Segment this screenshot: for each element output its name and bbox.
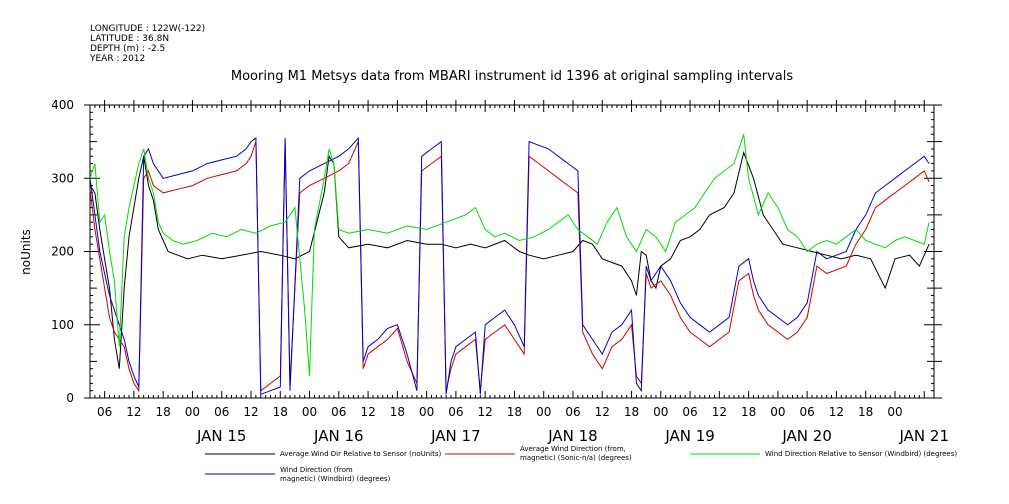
y-tick-label: 400 — [51, 98, 74, 112]
legend-label-avg-wind-direction-sonic-line1: Average Wind Direction (from, — [520, 445, 626, 453]
x-tick-label: 18 — [156, 405, 171, 419]
series-group — [89, 134, 930, 396]
x-tick-label: 12 — [243, 405, 258, 419]
y-tick-label: 100 — [51, 318, 74, 332]
x-tick-label: 06 — [331, 405, 346, 419]
x-tick-label: 06 — [214, 405, 229, 419]
x-day-label: JAN 16 — [313, 427, 364, 445]
x-tick-label: 12 — [126, 405, 141, 419]
series-line-avg-wind-direction-sonic — [89, 141, 930, 393]
x-tick-label: 00 — [653, 405, 668, 419]
x-tick-label: 12 — [712, 405, 727, 419]
legend-label-wind-direction-windbird-line1: Wind Direction (from — [280, 466, 353, 474]
legend-label-wind-direction-windbird-line2: magnetic) (Windbird) (degrees) — [280, 475, 391, 483]
x-axis: 06 12 18 00 06 12 18 00 06 12 18 00 06 12 18 00 06 12 18 00… — [94, 100, 949, 445]
legend-label-wind-direction-relative-windbird: Wind Direction Relative to Sensor (Windb… — [765, 450, 957, 458]
x-day-label: JAN 19 — [664, 427, 715, 445]
legend-label-wind-direction-windbird: Wind Direction (from magnetic) (Windbird… — [280, 466, 391, 483]
legend: Average Wind Dir Relative to Sensor (noU… — [205, 445, 957, 483]
x-day-label: JAN 15 — [196, 427, 247, 445]
x-tick-label: 06 — [682, 405, 697, 419]
series-line-wind-direction-windbird — [89, 136, 930, 396]
x-tick-label: 12 — [478, 405, 493, 419]
y-tick-label: 200 — [51, 245, 74, 259]
x-tick-label: 00 — [185, 405, 200, 419]
x-tick-label: 06 — [800, 405, 815, 419]
x-tick-label: 00 — [770, 405, 785, 419]
x-day-label: JAN 17 — [430, 427, 481, 445]
longitude-text: LONGITUDE : 122W(-122) — [90, 24, 205, 34]
x-tick-label: 06 — [97, 405, 112, 419]
legend-label-avg-wind-direction-sonic: Average Wind Direction (from, magnetic) … — [520, 445, 632, 462]
legend-label-avg-wind-direction-sonic-line2: magnetic) (Sonic-n/a) (degrees) — [520, 454, 632, 462]
y-tick-label: 300 — [51, 171, 74, 185]
x-day-label: JAN 21 — [898, 427, 949, 445]
x-tick-label: 00 — [887, 405, 902, 419]
x-tick-label: 12 — [360, 405, 375, 419]
chart-title: Mooring M1 Metsys data from MBARI instru… — [231, 69, 793, 84]
x-tick-label: 12 — [829, 405, 844, 419]
year-text: YEAR : 2012 — [89, 54, 145, 64]
latitude-text: LATITUDE : 36.8N — [90, 34, 169, 44]
y-axis: 0 100 200 300 400 — [51, 98, 942, 405]
x-tick-label: 18 — [273, 405, 288, 419]
legend-label-avg-wind-dir-relative: Average Wind Dir Relative to Sensor (noU… — [280, 450, 441, 458]
y-axis-label: noUnits — [19, 229, 33, 275]
x-tick-label: 06 — [448, 405, 463, 419]
y-tick-label: 0 — [66, 391, 74, 405]
x-day-label: JAN 20 — [781, 427, 832, 445]
depth-text: DEPTH (m) : -2.5 — [90, 44, 165, 54]
x-tick-label: 12 — [595, 405, 610, 419]
x-day-label: JAN 18 — [547, 427, 598, 445]
x-tick-label: 18 — [741, 405, 756, 419]
series-line-avg-wind-dir-relative — [89, 150, 930, 369]
series-line-wind-direction-relative-windbird — [89, 134, 930, 377]
x-tick-label: 18 — [858, 405, 873, 419]
x-tick-label: 06 — [565, 405, 580, 419]
x-tick-label: 18 — [507, 405, 522, 419]
x-tick-label: 18 — [390, 405, 405, 419]
x-tick-label: 00 — [536, 405, 551, 419]
x-tick-label: 00 — [302, 405, 317, 419]
x-tick-label: 18 — [624, 405, 639, 419]
x-tick-label: 00 — [419, 405, 434, 419]
